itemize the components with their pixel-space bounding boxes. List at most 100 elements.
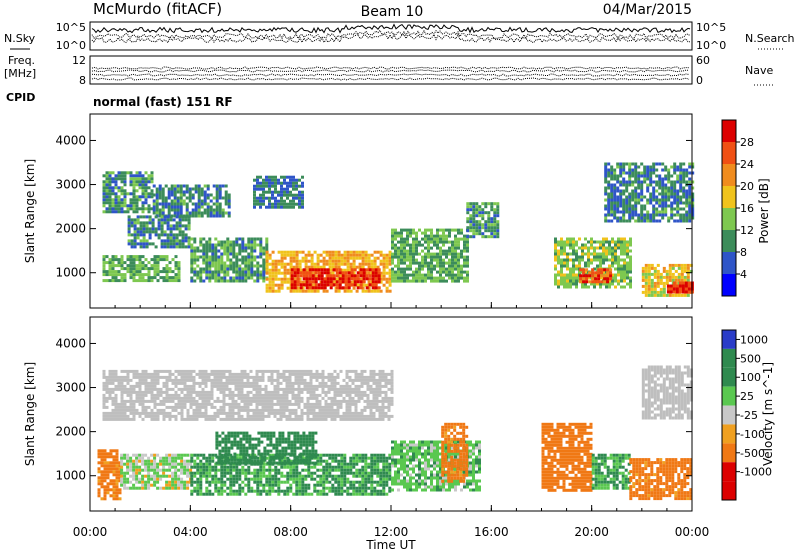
power-cell: [673, 195, 677, 199]
velocity-cell: [677, 416, 681, 420]
power-cell: [167, 187, 171, 191]
velocity-cell: [102, 393, 106, 397]
velocity-cell: [144, 381, 148, 385]
power-cell: [142, 221, 146, 225]
power-cell: [217, 273, 221, 277]
power-cell: [111, 273, 115, 277]
power-cell: [349, 265, 353, 269]
power-cell: [117, 195, 121, 199]
power-cell: [301, 196, 304, 200]
power-cell: [646, 210, 650, 214]
power-cell: [433, 258, 436, 262]
power-cell: [328, 250, 332, 254]
power-cell: [295, 289, 299, 293]
velocity-cell: [360, 393, 364, 397]
power-cell: [376, 265, 380, 269]
power-cell: [232, 270, 236, 274]
power-cell: [262, 190, 265, 194]
velocity-cell: [228, 414, 232, 418]
power-cell: [596, 258, 599, 262]
velocity-cell: [228, 417, 232, 421]
velocity-cell: [264, 384, 268, 388]
cpid-label: CPID: [6, 91, 35, 104]
power-cell: [460, 267, 463, 271]
power-cell: [172, 245, 176, 249]
velocity-cell: [255, 408, 259, 412]
power-cell: [365, 277, 369, 281]
power-cell: [166, 242, 170, 246]
power-cell: [436, 240, 439, 244]
power-cell: [604, 171, 608, 175]
power-cell: [169, 239, 173, 243]
velocity-cell: [255, 381, 259, 385]
power-cell: [454, 255, 457, 259]
power-cell: [193, 270, 197, 274]
velocity-cell: [366, 375, 370, 379]
power-cell: [670, 165, 674, 169]
power-cell: [460, 273, 463, 277]
power-cell: [484, 223, 488, 227]
power-cell: [629, 258, 632, 262]
velocity-cell: [363, 369, 367, 373]
velocity-cell: [144, 411, 148, 415]
power-cell: [614, 261, 617, 265]
power-cell: [688, 207, 692, 211]
power-cell: [108, 279, 112, 283]
power-cell: [202, 243, 206, 247]
velocity-cell: [294, 381, 298, 385]
power-cell: [643, 216, 647, 220]
power-cell: [637, 177, 641, 181]
power-cell: [361, 289, 365, 293]
power-cell: [283, 199, 286, 203]
power-cell: [114, 279, 118, 283]
power-cell: [105, 174, 109, 178]
power-cell: [463, 258, 466, 262]
power-cell: [308, 277, 312, 281]
power-cell: [214, 270, 218, 274]
power-cell: [597, 277, 601, 281]
velocity-cell: [677, 401, 681, 405]
power-cell: [132, 195, 136, 199]
power-cell: [141, 264, 145, 268]
velocity-cell: [273, 408, 277, 412]
power-cell: [400, 234, 403, 238]
power-cell: [141, 195, 145, 199]
power-cell: [649, 195, 653, 199]
power-cell: [162, 270, 166, 274]
power-cell: [135, 174, 139, 178]
velocity-cell: [318, 405, 322, 409]
velocity-cell: [103, 476, 107, 480]
power-cell: [238, 279, 242, 283]
velocity-cell: [677, 383, 681, 387]
power-cell: [182, 193, 186, 197]
power-cell: [409, 264, 412, 268]
power-cell: [677, 275, 681, 279]
power-cell: [385, 253, 389, 257]
power-cell: [569, 240, 572, 244]
power-cell: [136, 227, 140, 231]
power-cell: [150, 171, 154, 175]
power-cell: [685, 174, 689, 178]
power-cell: [335, 283, 339, 287]
velocity-cell: [204, 393, 208, 397]
power-cell: [111, 177, 115, 181]
velocity-cell: [354, 375, 358, 379]
power-cell: [208, 243, 212, 247]
velocity-cell: [246, 414, 250, 418]
power-cell: [262, 196, 265, 200]
power-cell: [626, 267, 629, 271]
power-cell: [226, 273, 230, 277]
power-cell: [325, 289, 329, 293]
power-cell: [466, 235, 470, 239]
power-cell: [127, 242, 131, 246]
velocity-cell: [366, 396, 370, 400]
velocity-cell: [189, 372, 193, 376]
power-cell: [214, 258, 218, 262]
velocity-cell: [114, 372, 118, 376]
velocity-cell: [168, 369, 172, 373]
velocity-cell: [216, 372, 220, 376]
velocity-cell: [650, 377, 654, 381]
velocity-cell: [309, 372, 313, 376]
power-cell: [308, 283, 312, 287]
power-cell: [144, 192, 148, 196]
